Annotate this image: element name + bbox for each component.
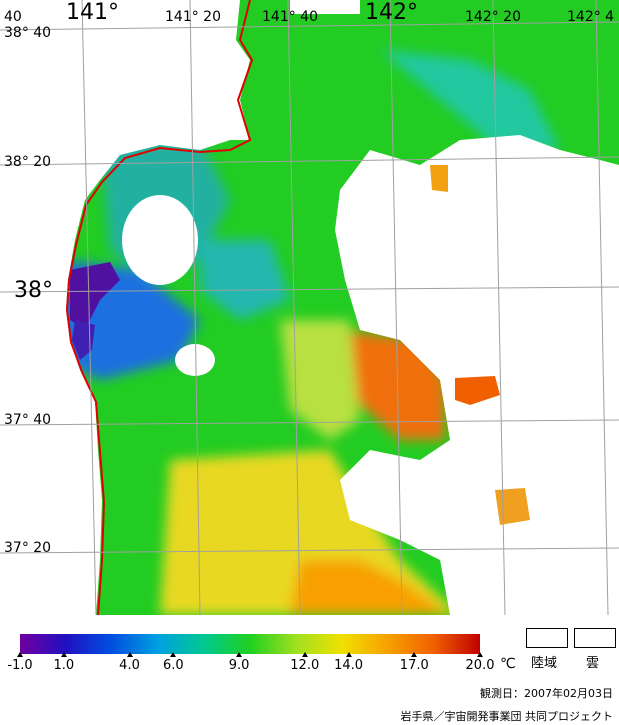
- longitude-label: 141° 40: [262, 9, 318, 25]
- colorbar-tick-label: 9.0: [228, 658, 250, 673]
- parallel-line: [0, 547, 619, 554]
- parallel-line: [0, 286, 619, 293]
- land-key-label: 陸域: [531, 656, 558, 671]
- cool-cyan-mid: [200, 240, 290, 320]
- observation-date: 観測日：2007年02月03日: [480, 687, 613, 700]
- colorbar-tick-mark: [477, 652, 483, 657]
- meridian-line: [492, 0, 506, 615]
- colorbar-tick-label: -1.0: [7, 658, 33, 673]
- colorbar-tick-label: 20.0: [465, 658, 495, 673]
- sea-surface-temperature-map: [0, 0, 619, 615]
- clouds: [122, 0, 619, 615]
- credit-line: 岩手県／宇宙開発事業団 共同プロジェクト: [400, 710, 614, 723]
- cool-cyan-north: [380, 50, 560, 150]
- longitude-label: 142° 20: [465, 9, 521, 25]
- latitude-label: 38° 40: [4, 25, 52, 41]
- colorbar-tick-mark: [17, 652, 23, 657]
- longitude-label: 40: [4, 9, 22, 25]
- longitude-label: 142° 4: [567, 9, 615, 25]
- sst-map: [0, 0, 619, 615]
- meridian-line: [287, 0, 301, 615]
- longitude-label: 142°: [365, 0, 418, 25]
- cold-purple-patch: [70, 262, 120, 330]
- parallel-line: [0, 21, 619, 31]
- coastline: [65, 0, 254, 615]
- temperature-colorbar: [20, 634, 480, 654]
- latitude-label: 37° 20: [4, 540, 52, 556]
- latitude-label: 37° 40: [4, 412, 52, 428]
- latitude-label: 38°: [14, 278, 53, 303]
- warm-patch-east-2: [495, 488, 530, 525]
- meridian-line: [389, 0, 403, 615]
- colorbar-tick-label: 4.0: [119, 658, 140, 673]
- colorbar-tick-mark: [170, 652, 177, 657]
- colorbar-tick-mark: [126, 652, 133, 657]
- cloud-key-swatch: [574, 628, 616, 648]
- land-key-swatch: [526, 628, 568, 648]
- graticule: [0, 0, 619, 615]
- longitude-label: 141°: [66, 0, 119, 25]
- land: [0, 0, 250, 615]
- colorbar-tick-mark: [345, 652, 352, 657]
- colorbar-tick-label: 12.0: [290, 658, 320, 673]
- latitude-label: 38° 20: [4, 154, 52, 170]
- warm-patch-east-3: [430, 165, 448, 192]
- colorbar-tick-label: 17.0: [399, 658, 429, 673]
- meridian-line: [595, 0, 609, 615]
- colorbar-tick-label: 14.0: [334, 658, 364, 673]
- parallel-line: [0, 156, 619, 166]
- warm-patch-east: [455, 376, 500, 405]
- parallel-line: [0, 419, 619, 426]
- cloud-key-label: 雲: [586, 656, 600, 671]
- colorbar-tick-mark: [411, 652, 418, 657]
- colorbar-tick-label: 6.0: [162, 658, 184, 673]
- warm-orange-south: [290, 560, 450, 615]
- colorbar-tick-mark: [60, 652, 67, 657]
- meridian-line: [81, 0, 97, 615]
- colorbar-tick-mark: [301, 652, 308, 657]
- warm-yellow-mid: [280, 320, 360, 440]
- longitude-label: 141° 20: [165, 9, 221, 25]
- unit-label: ℃: [500, 656, 516, 672]
- colorbar-tick-mark: [236, 652, 243, 657]
- colorbar-tick-label: 1.0: [53, 658, 75, 673]
- meridian-line: [189, 0, 201, 615]
